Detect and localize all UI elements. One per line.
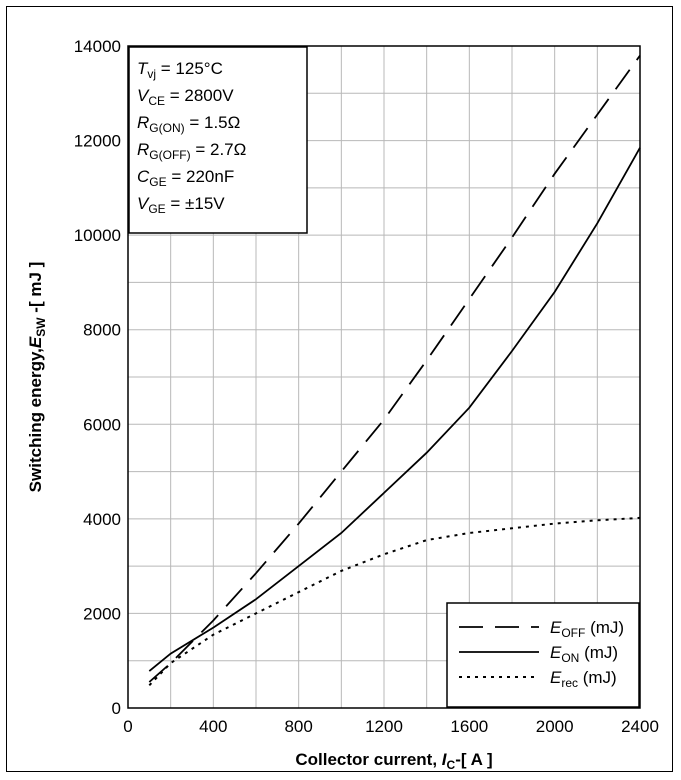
x-tick-label: 400 xyxy=(199,717,227,736)
conditions-box: Tvj = 125°C VCE = 2800V RG(ON) = 1.5Ω RG(OF… xyxy=(128,46,308,234)
x-axis-title: Collector current, IC-[ A ] xyxy=(295,750,492,772)
x-tick-label: 1600 xyxy=(450,717,488,736)
legend-entry: EON (mJ) xyxy=(550,643,618,665)
x-tick-label: 0 xyxy=(123,717,132,736)
condition-line: Tvj = 125°C xyxy=(137,59,223,81)
y-tick-label: 12000 xyxy=(74,132,121,151)
condition-line: VGE = ±15V xyxy=(137,194,225,216)
plot-border xyxy=(127,45,641,709)
condition-line: VCE = 2800V xyxy=(137,86,234,108)
condition-line: RG(ON) = 1.5Ω xyxy=(137,113,240,135)
x-tick-label: 1200 xyxy=(365,717,403,736)
y-tick-label: 2000 xyxy=(83,604,121,623)
y-tick-labels: 0 2000 4000 6000 8000 10000 12000 14000 xyxy=(74,37,121,718)
x-tick-labels: 0 400 800 1200 1600 2000 2400 xyxy=(123,717,659,736)
conditions-box-frame xyxy=(128,46,308,234)
chart-frame xyxy=(6,6,673,772)
y-tick-label: 10000 xyxy=(74,226,121,245)
x-tick-label: 2000 xyxy=(536,717,574,736)
legend-entry: Erec (mJ) xyxy=(550,668,617,690)
legend-entry: EOFF (mJ) xyxy=(550,618,624,640)
y-axis-title: Switching energy,ESW -[ mJ ] xyxy=(26,262,48,493)
series-line-erec xyxy=(148,516,641,686)
series-layer xyxy=(148,54,641,686)
y-tick-label: 14000 xyxy=(74,37,121,56)
x-tick-label: 800 xyxy=(284,717,312,736)
legend: EOFF (mJ) EON (mJ) Erec (mJ) xyxy=(446,602,640,708)
y-tick-label: 0 xyxy=(112,699,121,718)
y-tick-label: 4000 xyxy=(83,510,121,529)
legend-frame xyxy=(446,602,640,708)
series-line-eoff xyxy=(148,54,641,683)
condition-line: RG(OFF) = 2.7Ω xyxy=(137,140,246,162)
condition-line: CGE = 220nF xyxy=(137,167,234,189)
series-line-eon xyxy=(148,147,641,672)
x-tick-label: 2400 xyxy=(621,717,659,736)
y-tick-label: 8000 xyxy=(83,321,121,340)
y-tick-label: 6000 xyxy=(83,415,121,434)
